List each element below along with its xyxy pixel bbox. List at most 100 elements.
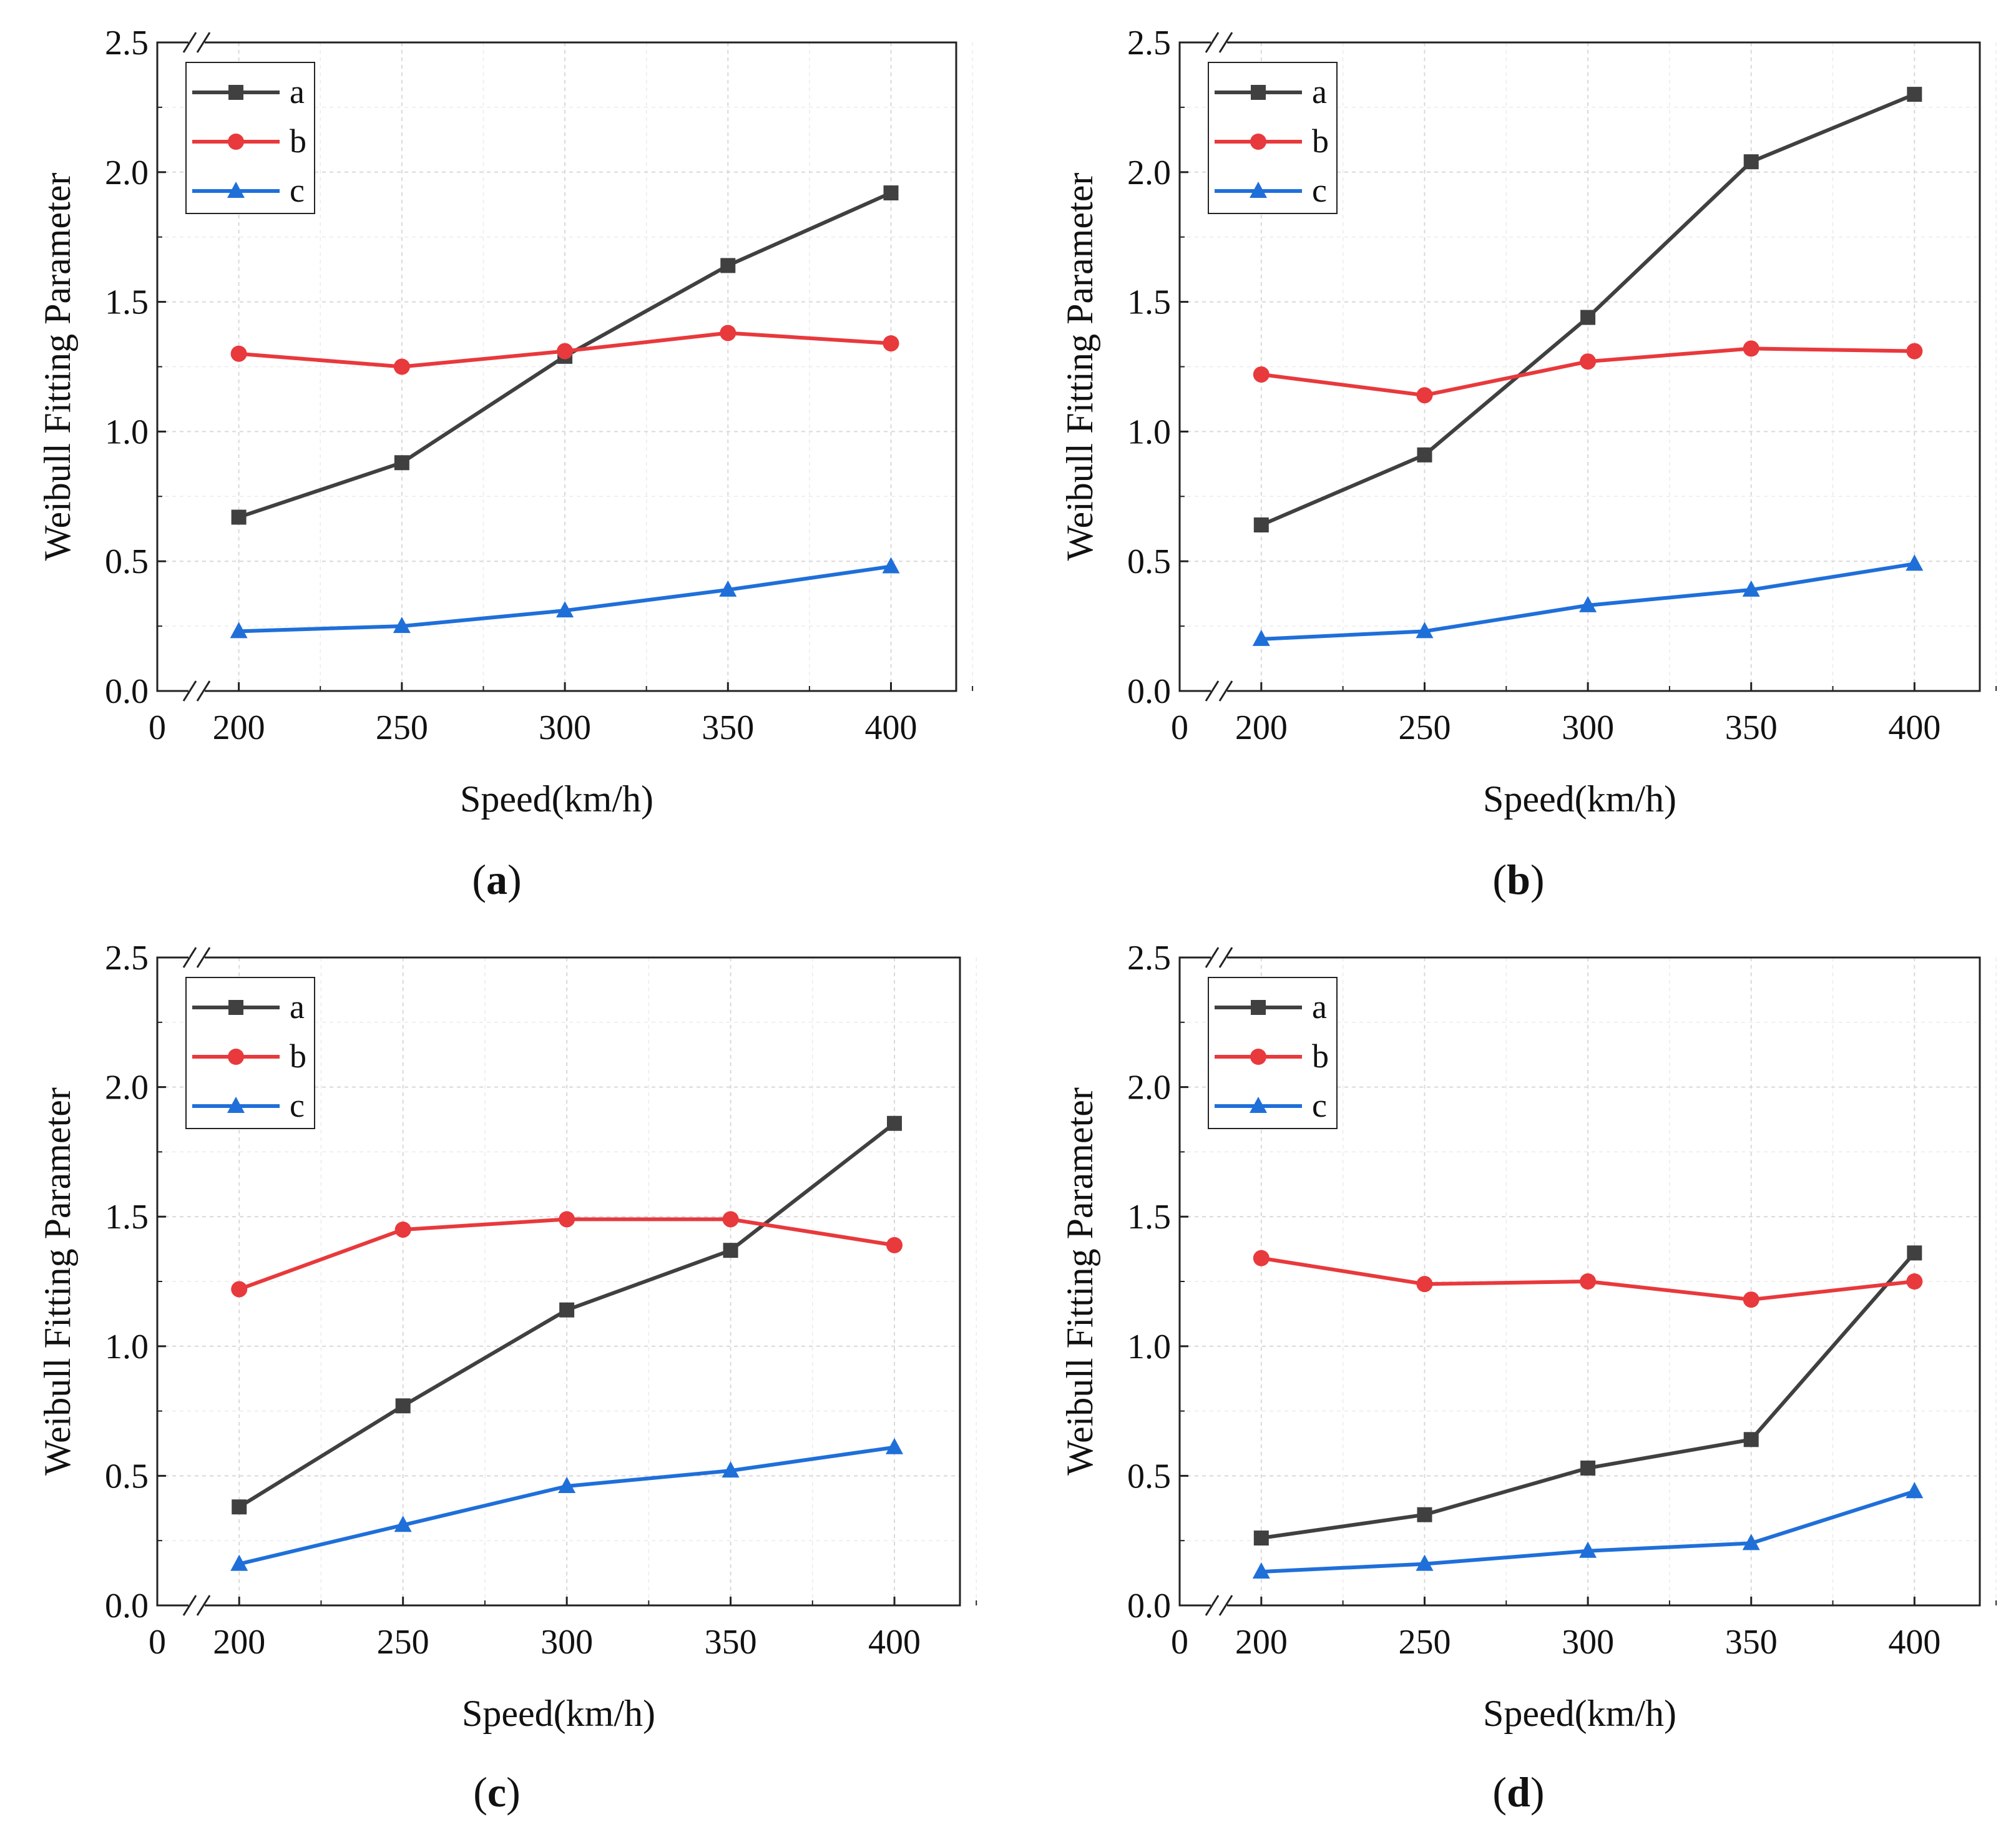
- x-origin-label: 0: [149, 708, 166, 747]
- data-point-a: [887, 1115, 903, 1131]
- data-point-b: [1253, 366, 1270, 383]
- axis-break-mark: [182, 1595, 197, 1616]
- y-tick-label: 2.0: [105, 154, 149, 192]
- panel-caption: (b): [1492, 856, 1544, 903]
- x-tick-label: 350: [705, 1623, 757, 1662]
- y-tick-label: 0.0: [1127, 1587, 1171, 1625]
- data-point-b: [883, 335, 899, 352]
- x-tick-label: 200: [213, 1623, 265, 1662]
- x-tick-label: 300: [541, 1623, 593, 1662]
- data-point-b: [1416, 1276, 1433, 1293]
- x-origin-label: 0: [1171, 1623, 1188, 1662]
- y-tick-label: 1.0: [105, 1328, 149, 1366]
- legend: abc: [185, 977, 315, 1129]
- x-tick-label: 400: [868, 1623, 921, 1662]
- data-point-c: [1416, 622, 1434, 639]
- data-point-a: [1907, 87, 1922, 102]
- legend-label-b: b: [290, 1037, 306, 1075]
- axis-break-gap-bottom: [188, 688, 205, 693]
- x-tick-label: 250: [1398, 1623, 1451, 1662]
- legend-box: [185, 62, 315, 214]
- legend-label-b: b: [1312, 1037, 1329, 1075]
- y-tick-label: 2.0: [1127, 154, 1171, 192]
- caption-letter: c: [487, 1768, 506, 1816]
- caption-close: ): [1530, 1768, 1545, 1816]
- data-point-a: [723, 1243, 738, 1258]
- axis-break-gap-bottom: [1211, 1603, 1227, 1608]
- axis-break-mark: [196, 32, 211, 53]
- legend: abc: [1208, 62, 1338, 214]
- data-point-b: [720, 325, 736, 341]
- data-point-a: [559, 1302, 575, 1318]
- data-point-a: [231, 509, 247, 525]
- data-point-a: [1907, 1245, 1922, 1261]
- caption-open: (: [472, 856, 486, 903]
- panel-caption: (c): [473, 1768, 521, 1816]
- series-c: [1252, 554, 1924, 646]
- x-tick-label: 200: [1235, 708, 1288, 747]
- caption-open: (: [473, 1768, 487, 1816]
- data-point-a: [1417, 447, 1432, 463]
- series-a: [1253, 87, 1922, 533]
- y-tick-label: 0.0: [105, 1587, 149, 1625]
- x-tick-label: 300: [1562, 708, 1614, 747]
- data-point-a: [720, 258, 736, 273]
- caption-open: (: [1492, 1768, 1507, 1816]
- data-point-c: [393, 617, 411, 634]
- legend-marker-a: [1251, 85, 1266, 100]
- y-tick-label: 0.5: [105, 1457, 149, 1496]
- data-point-c: [722, 1461, 740, 1478]
- legend-box: [185, 977, 315, 1129]
- x-axis-title: Speed(km/h): [460, 778, 653, 820]
- axis-break-mark: [1218, 680, 1233, 702]
- y-axis-title: Weibull Fitting Parameter: [1059, 173, 1100, 561]
- x-origin-label: 0: [149, 1623, 166, 1662]
- legend-marker-b: [228, 1049, 244, 1065]
- x-tick-label: 350: [1725, 1623, 1778, 1662]
- data-point-b: [394, 1221, 411, 1238]
- legend: abc: [1208, 977, 1338, 1129]
- y-tick-label: 2.0: [1127, 1069, 1171, 1107]
- data-point-c: [230, 622, 248, 639]
- axis-break-mark: [196, 947, 211, 968]
- data-point-c: [882, 557, 900, 574]
- legend-label-a: a: [1312, 73, 1327, 110]
- legend-marker-b: [1250, 134, 1266, 150]
- series-b: [1253, 340, 1923, 404]
- caption-letter: d: [1507, 1768, 1530, 1816]
- data-point-a: [1580, 1460, 1596, 1476]
- data-point-b: [1743, 340, 1759, 357]
- legend-box: [1208, 977, 1338, 1129]
- legend-label-a: a: [1312, 988, 1327, 1026]
- chart-panel-d: 0.0 0.5 1.0 1.5 2.0 2.5 200 250 300 350 400 0 Speed(…: [1059, 939, 1997, 1816]
- data-point-a: [1743, 1432, 1759, 1447]
- axis-break-gap-top: [188, 955, 205, 960]
- data-point-c: [886, 1438, 904, 1454]
- gridlines: [1180, 42, 1997, 692]
- y-tick-label: 0.0: [1127, 672, 1171, 711]
- data-point-a: [232, 1499, 247, 1515]
- y-axis-title: Weibull Fitting Parameter: [37, 173, 78, 561]
- data-point-b: [1253, 1250, 1270, 1266]
- legend-marker-b: [1250, 1049, 1266, 1065]
- axis-break-mark: [196, 1595, 211, 1616]
- data-point-c: [394, 1516, 412, 1532]
- series-b: [1253, 1250, 1923, 1308]
- data-point-b: [1416, 387, 1433, 404]
- data-point-b: [557, 343, 574, 360]
- data-point-c: [1906, 554, 1924, 571]
- chart-panel-b: 0.0 0.5 1.0 1.5 2.0 2.5 200 250 300 350 400 0 Speed(…: [1059, 24, 1997, 903]
- axis-break-mark: [1205, 1595, 1220, 1616]
- legend-marker-c: [1250, 182, 1267, 198]
- legend-marker-c: [227, 1097, 245, 1113]
- chart-panel-c: 0.0 0.5 1.0 1.5 2.0 2.5 200 250 300 350 400 0 Speed(…: [37, 939, 977, 1816]
- legend-box: [1208, 62, 1338, 214]
- x-tick-label: 350: [702, 708, 754, 747]
- caption-close: ): [507, 856, 522, 903]
- caption-close: ): [1530, 856, 1545, 903]
- data-point-c: [230, 1554, 248, 1571]
- legend-marker-a: [228, 85, 243, 100]
- x-tick-label: 300: [539, 708, 591, 747]
- data-point-a: [1253, 1531, 1269, 1546]
- data-point-c: [1416, 1554, 1434, 1571]
